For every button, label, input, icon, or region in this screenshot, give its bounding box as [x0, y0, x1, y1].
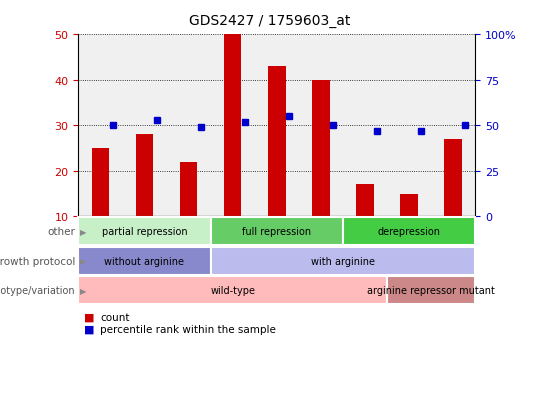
- Text: percentile rank within the sample: percentile rank within the sample: [100, 324, 276, 334]
- Bar: [444, 140, 462, 217]
- Text: partial repression: partial repression: [102, 227, 187, 237]
- Bar: [356, 185, 374, 217]
- Bar: [136, 135, 153, 217]
- Bar: [400, 194, 418, 217]
- Text: ■: ■: [84, 312, 94, 322]
- Text: without arginine: without arginine: [104, 256, 185, 266]
- Bar: [268, 67, 286, 217]
- Text: wild-type: wild-type: [210, 285, 255, 295]
- Text: full repression: full repression: [242, 227, 312, 237]
- Text: ▶: ▶: [80, 286, 86, 295]
- Bar: [312, 81, 329, 217]
- Text: ▶: ▶: [80, 227, 86, 236]
- Text: with arginine: with arginine: [311, 256, 375, 266]
- Text: arginine repressor mutant: arginine repressor mutant: [367, 285, 495, 295]
- Text: other: other: [48, 227, 76, 237]
- Bar: [180, 162, 198, 217]
- Bar: [92, 149, 109, 217]
- Text: GDS2427 / 1759603_at: GDS2427 / 1759603_at: [190, 14, 350, 28]
- Text: ▶: ▶: [80, 256, 86, 266]
- Text: genotype/variation: genotype/variation: [0, 285, 76, 295]
- Text: ■: ■: [84, 324, 94, 334]
- Text: count: count: [100, 312, 130, 322]
- Text: growth protocol: growth protocol: [0, 256, 76, 266]
- Bar: [224, 35, 241, 217]
- Text: derepression: derepression: [377, 227, 441, 237]
